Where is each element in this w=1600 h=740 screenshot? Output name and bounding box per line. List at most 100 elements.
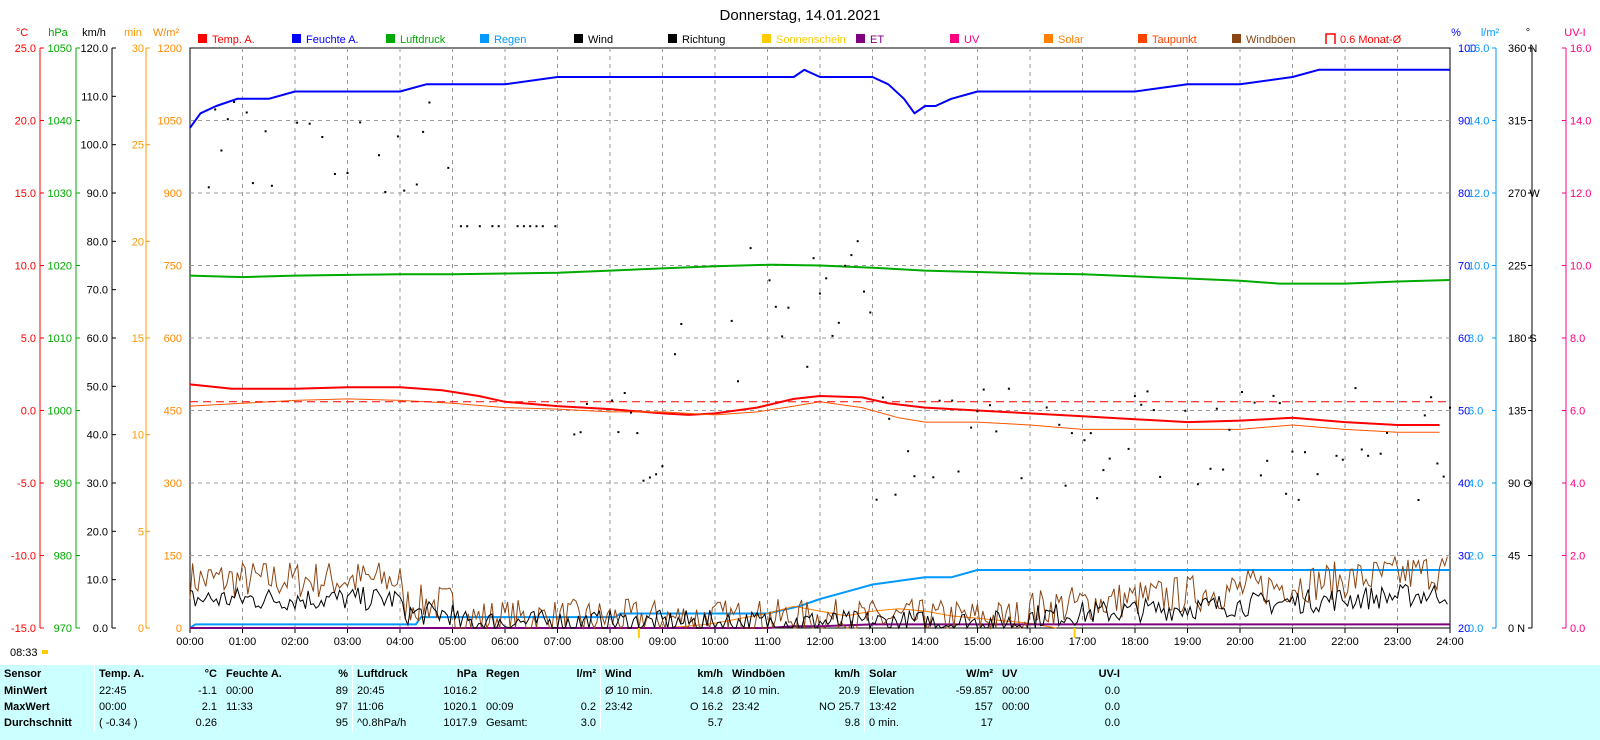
header-feuchte-unit: % bbox=[338, 668, 348, 680]
direction-point bbox=[913, 475, 916, 478]
x-tick-label: 24:00 bbox=[1436, 636, 1464, 648]
direction-point bbox=[466, 225, 469, 228]
legend-label: 0.6 Monat-Ø bbox=[1340, 34, 1402, 46]
direction-point bbox=[1253, 401, 1256, 404]
axis-label-deg: 0 N bbox=[1508, 623, 1525, 635]
axis-label-min: 30 bbox=[132, 43, 144, 55]
axis-label-temp: -10.0 bbox=[11, 551, 36, 563]
axis-label-lm2: 0.0 bbox=[1468, 623, 1483, 635]
legend-swatch bbox=[1232, 34, 1241, 43]
legend-label: Richtung bbox=[682, 34, 725, 46]
direction-point bbox=[888, 417, 891, 420]
axis-label-deg: 360 N bbox=[1508, 43, 1537, 55]
axis-unit-deg: ° bbox=[1526, 27, 1530, 39]
direction-point bbox=[1058, 423, 1061, 426]
direction-point bbox=[491, 225, 494, 228]
direction-point bbox=[1222, 468, 1225, 471]
cell-time: Ø 10 min. bbox=[727, 683, 808, 699]
direction-point bbox=[1360, 448, 1363, 451]
cell-time: 00:00 bbox=[997, 683, 1066, 699]
x-tick-label: 00:00 bbox=[176, 636, 204, 648]
axis-label-min: 20 bbox=[132, 236, 144, 248]
cell-time bbox=[727, 715, 808, 731]
axis-label-hpa: 1040 bbox=[48, 116, 72, 128]
cell-time bbox=[600, 715, 675, 731]
direction-point bbox=[1064, 484, 1067, 487]
direction-point bbox=[1241, 391, 1243, 393]
x-tick-label: 22:00 bbox=[1331, 636, 1359, 648]
header-regen: Regen bbox=[481, 665, 562, 683]
cell-value: 2.1 bbox=[201, 701, 217, 713]
direction-point bbox=[403, 189, 406, 192]
x-tick-label: 02:00 bbox=[281, 636, 309, 648]
direction-point bbox=[1341, 458, 1344, 461]
series-luftdruck bbox=[189, 263, 1451, 285]
axis-label-pct: 60 bbox=[1458, 333, 1470, 345]
axis-label-temp: 20.0 bbox=[15, 116, 36, 128]
direction-point bbox=[611, 399, 614, 402]
axis-label-kmh: 120.0 bbox=[80, 43, 108, 55]
direction-point bbox=[1316, 473, 1319, 476]
axis-label-lm2: 16.0 bbox=[1468, 43, 1489, 55]
direction-point bbox=[869, 311, 872, 314]
x-tick-label: 03:00 bbox=[334, 636, 362, 648]
axis-label-kmh: 10.0 bbox=[87, 575, 108, 587]
legend-label: Feuchte A. bbox=[306, 34, 359, 46]
axis-label-deg: 135 bbox=[1508, 406, 1526, 418]
legend-swatch bbox=[762, 34, 771, 43]
direction-point bbox=[844, 264, 847, 267]
direction-point bbox=[730, 319, 733, 322]
direction-point bbox=[1304, 451, 1306, 454]
cell-value: 95 bbox=[335, 717, 348, 729]
axis-label-uvi: 10.0 bbox=[1570, 261, 1591, 273]
direction-point bbox=[1127, 447, 1130, 450]
axis-label-lm2: 4.0 bbox=[1468, 478, 1483, 490]
axis-label-lm2: 12.0 bbox=[1468, 188, 1489, 200]
axis-label-lm2: 14.0 bbox=[1468, 116, 1489, 128]
axis-label-min: 0 bbox=[138, 623, 144, 635]
direction-point bbox=[1020, 477, 1023, 480]
direction-point bbox=[1386, 431, 1388, 434]
axis-label-temp: 0.0 bbox=[21, 406, 36, 418]
axis-unit-min: min bbox=[124, 27, 142, 39]
cell-value: 0.0 bbox=[1104, 685, 1120, 697]
legend-label: Sonnenschein bbox=[776, 34, 846, 46]
cell-time: 00:09 bbox=[481, 699, 562, 715]
direction-point bbox=[1354, 387, 1357, 390]
legend-swatch bbox=[1044, 34, 1053, 43]
direction-point bbox=[1278, 402, 1281, 405]
direction-point bbox=[1083, 439, 1086, 442]
direction-point bbox=[245, 111, 248, 114]
cell-value: 5.7 bbox=[707, 717, 723, 729]
header-regen-unit: l/m² bbox=[576, 668, 596, 680]
direction-point bbox=[428, 101, 431, 104]
cell-value: 14.8 bbox=[701, 685, 723, 697]
direction-point bbox=[1108, 457, 1111, 460]
cell-value: O 16.2 bbox=[689, 701, 723, 713]
cell-time: 0 min. bbox=[864, 715, 939, 731]
cell-time: Gesamt: bbox=[481, 715, 562, 731]
series-regen bbox=[189, 569, 1450, 629]
axis-label-lm2: 10.0 bbox=[1468, 261, 1489, 273]
axis-label-wm2: 1050 bbox=[158, 116, 182, 128]
cell-time: Ø 10 min. bbox=[600, 683, 675, 699]
direction-point bbox=[220, 149, 223, 152]
x-tick-label: 16:00 bbox=[1016, 636, 1044, 648]
cell-time: Elevation bbox=[864, 683, 939, 699]
direction-point bbox=[1379, 452, 1382, 455]
legend-swatch bbox=[198, 34, 207, 43]
header-luftdruck-unit: hPa bbox=[456, 668, 477, 680]
direction-point bbox=[1436, 462, 1439, 465]
cell-value: NO 25.7 bbox=[819, 701, 860, 713]
axis-label-hpa: 970 bbox=[54, 623, 72, 635]
row-label: MaxWert bbox=[4, 701, 50, 713]
direction-point bbox=[233, 101, 236, 103]
axis-label-uvi: 16.0 bbox=[1570, 43, 1591, 55]
direction-point bbox=[982, 388, 985, 391]
direction-point bbox=[1291, 450, 1294, 453]
legend-label: Luftdruck bbox=[400, 34, 446, 46]
x-tick-label: 10:00 bbox=[701, 636, 729, 648]
legend-swatch bbox=[1138, 34, 1147, 43]
cell-value: -1.1 bbox=[198, 685, 217, 697]
direction-point bbox=[378, 154, 380, 157]
